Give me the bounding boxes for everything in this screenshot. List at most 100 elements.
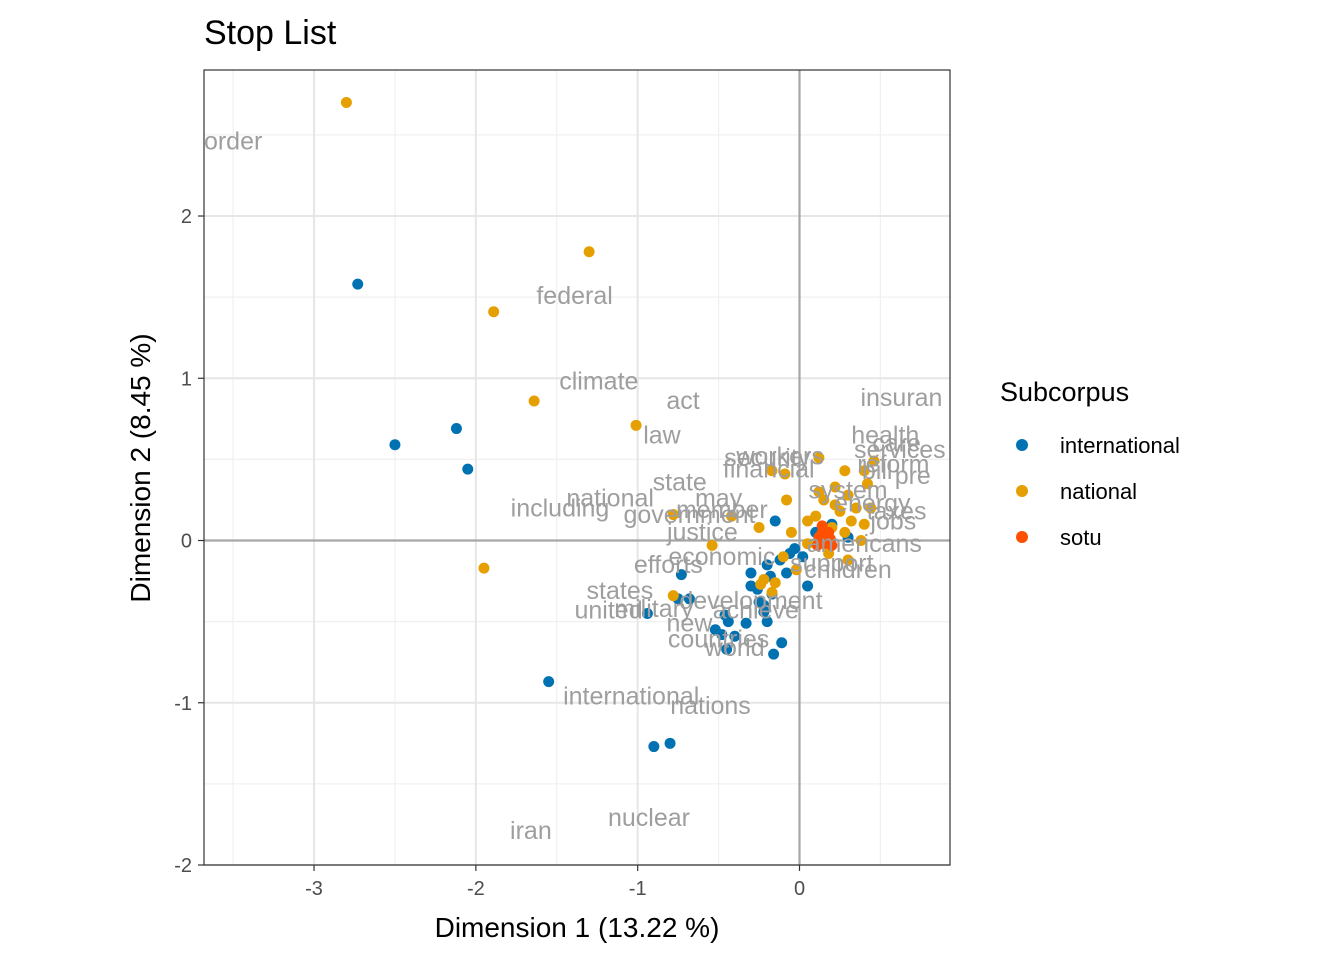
point-national — [861, 478, 873, 490]
point-sotu — [823, 526, 835, 538]
word-label: including — [511, 494, 610, 522]
y-tick-label: 1 — [181, 368, 192, 390]
word-label: united — [574, 597, 642, 625]
point-national — [842, 489, 854, 501]
point-international — [543, 676, 555, 688]
point-national — [777, 551, 789, 563]
point-national — [842, 554, 854, 566]
word-label: world — [704, 634, 765, 662]
point-international — [745, 567, 757, 579]
point-international — [758, 599, 770, 611]
legend-label-national: national — [1060, 479, 1137, 504]
word-label: efforts — [634, 551, 703, 579]
point-national — [855, 535, 867, 547]
point-national — [802, 538, 814, 550]
word-label: children — [804, 556, 892, 584]
word-label: nuclear — [608, 804, 690, 832]
point-national — [790, 564, 802, 576]
point-national — [858, 518, 870, 530]
word-label: military — [614, 595, 694, 623]
point-national — [753, 522, 765, 534]
word-label: iran — [510, 817, 552, 845]
word-label: services — [854, 436, 946, 464]
panel-border — [203, 69, 951, 866]
x-tick-label: -2 — [467, 878, 485, 900]
word-label: achieve — [713, 597, 799, 625]
word-label: may — [695, 485, 743, 513]
word-label: pre — [895, 462, 931, 490]
x-tick-label: -1 — [629, 878, 647, 900]
x-tick-label: -3 — [305, 878, 323, 900]
legend-title: Subcorpus — [1000, 377, 1129, 407]
point-national — [785, 526, 797, 538]
legend-key-international — [1016, 439, 1028, 451]
point-national — [845, 515, 857, 527]
point-national — [839, 465, 851, 477]
point-international — [462, 463, 474, 475]
data-points — [340, 96, 880, 753]
word-label: health — [851, 421, 919, 449]
legend: Subcorpus international national sotu — [1000, 377, 1180, 550]
word-label: americans — [807, 530, 922, 558]
point-national — [779, 468, 791, 480]
point-international — [641, 608, 653, 620]
word-label: reform — [857, 450, 929, 478]
word-label: member — [676, 496, 768, 524]
point-international — [721, 643, 733, 655]
x-axis: -3 -2 -1 0 — [305, 865, 805, 900]
point-national — [829, 499, 841, 511]
word-label: law — [643, 421, 681, 449]
point-international — [776, 637, 788, 649]
point-international — [648, 741, 660, 753]
word-label: federal — [536, 282, 612, 310]
y-tick-label: -2 — [174, 855, 192, 877]
point-national — [813, 486, 825, 498]
word-label: financial — [723, 455, 815, 483]
word-label: national — [566, 485, 654, 513]
point-international — [769, 515, 781, 527]
point-international — [781, 567, 793, 579]
point-international — [683, 593, 695, 605]
point-national — [583, 246, 595, 258]
point-international — [352, 278, 364, 290]
point-national — [868, 455, 880, 467]
word-label: development — [679, 587, 822, 615]
point-national — [810, 510, 822, 522]
point-national — [818, 494, 830, 506]
word-label: workers — [735, 442, 824, 470]
chart-title: Stop List — [204, 14, 337, 52]
legend-key-national — [1016, 485, 1028, 497]
point-national — [667, 590, 679, 602]
point-national — [766, 465, 778, 477]
point-national — [706, 539, 718, 551]
word-label: states — [587, 577, 654, 605]
x-tick-label: 0 — [794, 878, 805, 900]
word-label: order — [204, 128, 262, 156]
point-international — [761, 616, 773, 628]
legend-label-international: international — [1060, 433, 1180, 458]
y-tick-label: 2 — [181, 206, 192, 228]
y-tick-label: -1 — [174, 693, 192, 715]
word-label: nations — [670, 692, 751, 720]
word-label: care — [872, 429, 921, 457]
point-national — [528, 395, 540, 407]
point-national — [813, 452, 825, 464]
legend-key-sotu — [1016, 531, 1028, 543]
word-label: new — [667, 609, 714, 637]
point-international — [675, 569, 687, 581]
word-label: government — [623, 501, 755, 529]
y-axis-title: Dimension 2 (8.45 %) — [125, 333, 156, 602]
point-national — [850, 502, 862, 514]
point-international — [716, 629, 728, 641]
legend-label-sotu: sotu — [1060, 525, 1102, 550]
point-national — [478, 562, 490, 574]
point-international — [722, 616, 734, 628]
point-international — [797, 551, 809, 563]
point-international — [768, 648, 780, 660]
word-label: countries — [668, 626, 769, 654]
point-national — [340, 96, 352, 108]
point-international — [389, 439, 401, 451]
legend-items: international national sotu — [1016, 433, 1180, 550]
x-axis-title: Dimension 1 (13.22 %) — [435, 912, 720, 943]
